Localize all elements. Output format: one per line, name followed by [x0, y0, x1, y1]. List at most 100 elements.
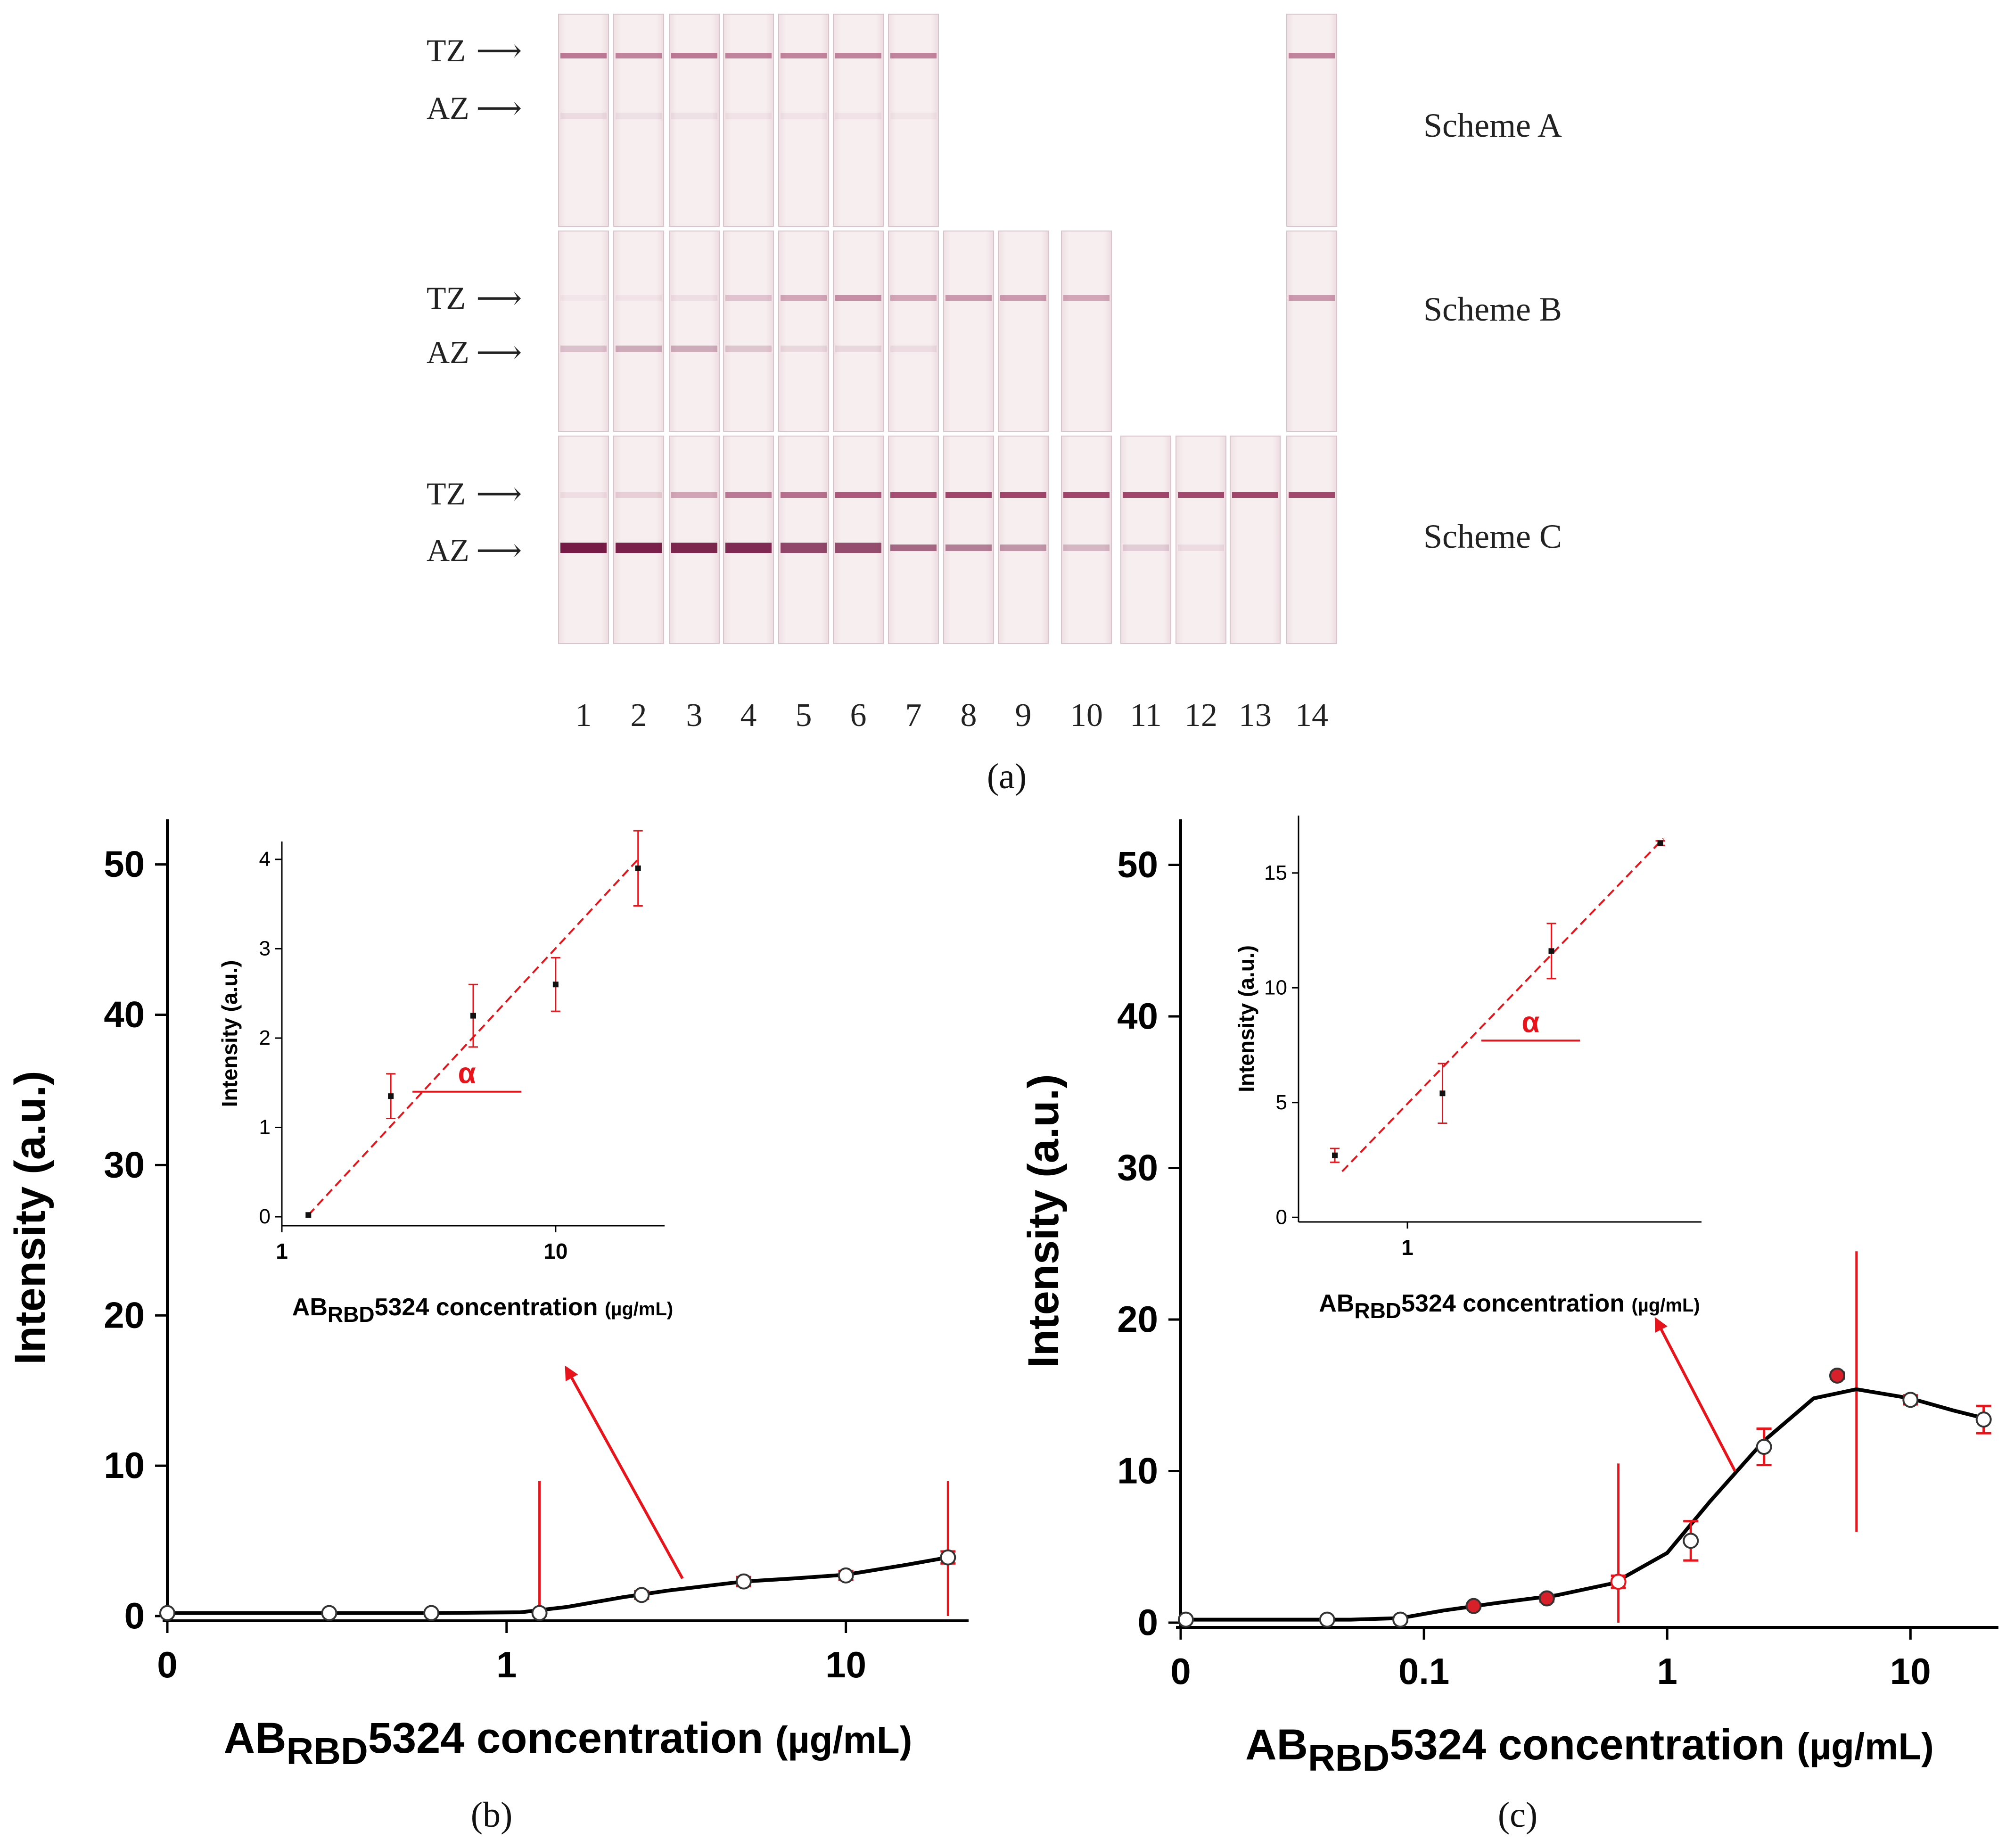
analytical-zone-band	[1063, 544, 1110, 551]
analytical-zone-band	[671, 113, 717, 119]
strip-b-2	[613, 231, 664, 432]
lane-numbers: 1 2 3 4 5 6 7 8 9 10 11 12 13 14	[575, 697, 1329, 734]
y-axis-label: Intensity (a.u.)	[1019, 1074, 1068, 1368]
test-zone-band	[1063, 295, 1110, 301]
strip-body	[943, 231, 994, 432]
scheme-b-label: Scheme B	[1423, 290, 1562, 328]
strip-b-1	[558, 231, 609, 432]
tz-arrow-c: ⟶	[476, 476, 522, 512]
inset-x-label-prefix: AB	[1319, 1290, 1354, 1317]
data-point	[633, 1587, 650, 1603]
test-zone-band	[890, 492, 937, 498]
fit-curve	[167, 1555, 949, 1615]
strip-body	[888, 436, 939, 644]
inset-y-tick-label: 0	[1276, 1205, 1287, 1229]
data-point	[1465, 1598, 1482, 1614]
strip-a-2	[613, 14, 664, 227]
data-point	[423, 1605, 440, 1621]
inset-x-tick-label: 1	[1401, 1235, 1414, 1260]
analytical-zone-band	[835, 543, 881, 553]
inset-x-label-main: 5324 concentration	[375, 1294, 605, 1321]
test-zone-band	[781, 53, 827, 58]
analytical-zone-band	[781, 543, 827, 553]
inset-data-point	[470, 1013, 476, 1019]
y-tick-label: 20	[1117, 1298, 1158, 1340]
inset-data-point	[1332, 1152, 1338, 1158]
test-zone-band	[560, 53, 607, 58]
tz-label-c: TZ	[427, 476, 466, 512]
test-zone-band	[1232, 492, 1278, 498]
inset-y-tick-label: 2	[259, 1026, 271, 1049]
panel-c-label: (c)	[1498, 1795, 1537, 1835]
lane-number-3: 3	[686, 697, 703, 734]
test-zone-band	[1000, 295, 1046, 301]
strip-body	[669, 436, 720, 644]
analytical-zone-band	[560, 543, 607, 553]
az-arrow-c: ⟶	[476, 532, 522, 568]
analytical-zone-band	[1000, 544, 1046, 551]
strip-a-1	[558, 14, 609, 227]
x-tick-label: 1	[1657, 1650, 1677, 1692]
data-point	[1610, 1574, 1627, 1590]
tz-label-b: TZ	[427, 280, 466, 316]
y-tick-label: 20	[104, 1294, 145, 1336]
test-zone-band	[671, 295, 717, 301]
strip-body	[1120, 436, 1171, 644]
lane-number-8: 8	[961, 697, 977, 734]
data-point	[531, 1605, 548, 1621]
strip-c-6	[833, 436, 884, 644]
data-point	[1683, 1533, 1699, 1549]
x-label-unit: (µg/mL)	[1797, 1725, 1933, 1767]
test-zone-band	[781, 295, 827, 301]
lane-number-10: 10	[1070, 697, 1103, 734]
data-point	[1538, 1590, 1555, 1607]
inset-plot: 0 5 10 15 1 Intensity (a.u.) ABRBD5324 concent…	[1234, 816, 1702, 1323]
analytical-zone-band	[725, 113, 772, 119]
data-point	[940, 1549, 956, 1566]
inset-data-point	[552, 982, 559, 988]
inset-data-point	[635, 865, 641, 871]
x-tick-label: 10	[825, 1644, 866, 1685]
az-label-b: AZ	[427, 334, 469, 370]
strip-c-12	[1176, 436, 1226, 644]
x-label-prefix: AB	[1245, 1721, 1308, 1769]
strip-b-14	[1286, 231, 1337, 432]
analytical-zone-band	[1123, 544, 1169, 551]
inset-data-point	[1657, 840, 1663, 846]
y-tick-label: 40	[104, 994, 145, 1035]
test-zone-band	[781, 492, 827, 498]
test-zone-band	[560, 295, 607, 301]
inset-x-label-unit: (µg/mL)	[605, 1299, 673, 1320]
data-point	[838, 1567, 854, 1584]
strip-body	[1286, 436, 1337, 644]
strip-body	[1230, 436, 1281, 644]
strip-body	[833, 436, 884, 644]
strip-body	[669, 14, 720, 227]
strip-b-7	[888, 231, 939, 432]
x-label-prefix: AB	[224, 1714, 287, 1762]
strip-body	[558, 231, 609, 432]
test-zone-band	[671, 492, 717, 498]
test-zone-band	[1178, 492, 1224, 498]
data-point	[1975, 1411, 1992, 1428]
strip-body	[1061, 436, 1112, 644]
test-zone-band	[1123, 492, 1169, 498]
data-point	[1392, 1611, 1409, 1628]
analytical-zone-band	[890, 544, 937, 551]
strip-c-8	[943, 436, 994, 644]
analytical-zone-band	[671, 543, 717, 553]
strip-body	[613, 14, 664, 227]
test-zone-band	[560, 492, 607, 498]
strip-body	[723, 436, 774, 644]
test-zone-band	[835, 492, 881, 498]
test-zone-band	[1000, 492, 1046, 498]
test-zone-band	[945, 492, 992, 498]
data-point	[1902, 1392, 1919, 1408]
strip-c-14	[1286, 436, 1337, 644]
az-label-a: AZ	[427, 90, 469, 126]
strip-c-1	[558, 436, 609, 644]
x-tick-label: 0	[157, 1644, 177, 1685]
strip-c-9	[998, 436, 1049, 644]
inset-y-tick-label: 5	[1276, 1091, 1287, 1114]
